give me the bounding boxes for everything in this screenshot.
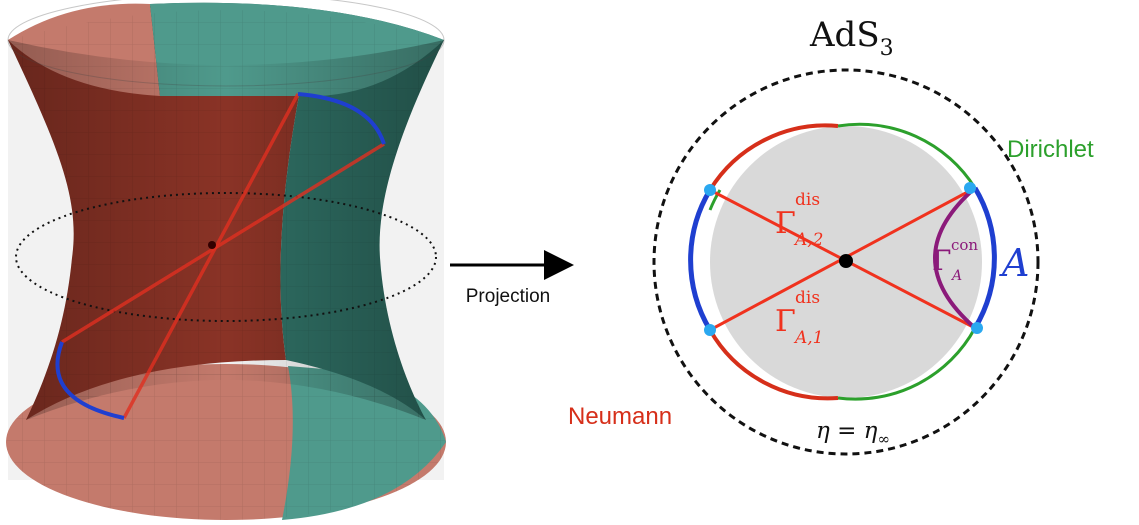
svg-text:con: con — [951, 236, 978, 254]
disk-center — [839, 254, 853, 268]
geodesic-3d-1 — [122, 93, 300, 419]
svg-text:A,2: A,2 — [793, 230, 824, 250]
svg-text:Γ: Γ — [932, 244, 951, 277]
outer-boundary-dashed — [652, 68, 1040, 456]
region-a-arc-top — [297, 92, 386, 145]
endpoint-top-left — [704, 184, 716, 196]
dirichlet-arc-bottom — [837, 327, 977, 401]
neumann-arc-top — [708, 123, 839, 192]
gamma-dis-2-label: Γ dis A,2 — [775, 190, 824, 250]
neumann-label: Neumann — [568, 403, 672, 430]
gamma-dis-1-label: Γ dis A,1 — [775, 288, 824, 348]
geodesic-connected — [933, 186, 977, 330]
equator-dotted — [15, 192, 437, 322]
geodesic-3d-2 — [61, 142, 385, 344]
endpoint-bottom-right — [971, 322, 983, 334]
region-a-arc-right — [972, 186, 997, 330]
region-a-arc-left — [688, 188, 713, 332]
svg-text:dis: dis — [795, 190, 820, 210]
center-point-3d — [208, 241, 216, 249]
svg-text:Γ: Γ — [775, 304, 796, 339]
dirichlet-arc-top-left — [708, 189, 722, 211]
endpoint-top-right — [964, 182, 976, 194]
bottom-cap-grid — [6, 364, 446, 520]
neumann-arc-bottom — [708, 329, 839, 401]
svg-text:Γ: Γ — [775, 206, 796, 241]
projection-label: Projection — [466, 286, 551, 307]
region-a-arc-bottom — [55, 341, 125, 420]
gamma-con-label: Γ con A — [932, 236, 978, 284]
region-a-label: A — [999, 241, 1029, 285]
svg-text:dis: dis — [795, 288, 820, 308]
title: AdS3 — [809, 15, 894, 61]
svg-text:A: A — [950, 268, 962, 284]
dirichlet-label: Dirichlet — [1007, 136, 1094, 163]
top-rim — [7, 0, 445, 87]
disk-figure — [652, 68, 1040, 456]
dirichlet-arc-top — [837, 122, 977, 189]
endpoint-bottom-left — [704, 324, 716, 336]
svg-text:A,1: A,1 — [793, 328, 824, 348]
hyperboloid-figure — [6, 0, 446, 520]
eta-label: η = η∞ — [816, 418, 890, 448]
